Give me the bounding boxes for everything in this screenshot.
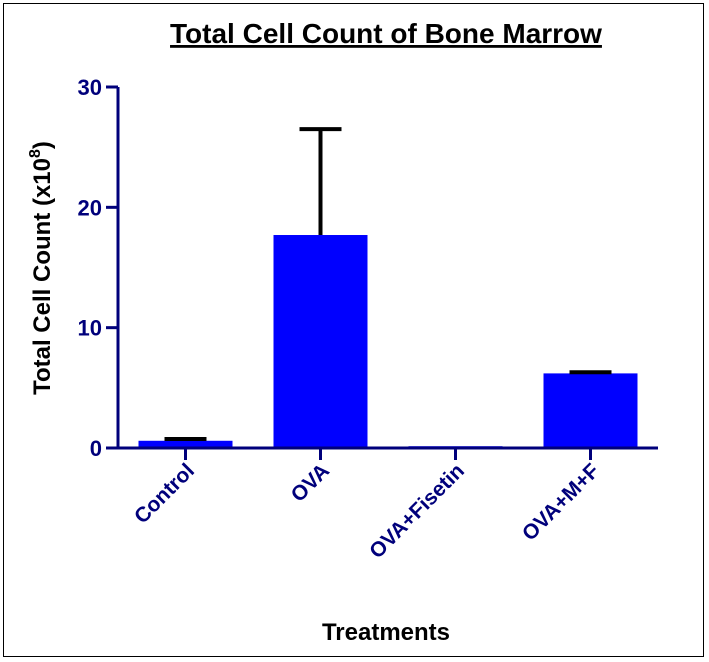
x-tick-label: Control — [130, 459, 199, 528]
x-tick-label: OVA — [287, 459, 334, 506]
y-axis-label: Total Cell Count (x108) — [27, 141, 56, 395]
y-tick-label: 10 — [78, 316, 102, 341]
y-tick-label: 0 — [90, 436, 102, 461]
chart-frame — [3, 3, 704, 657]
y-tick-label: 20 — [78, 195, 102, 220]
bar — [273, 235, 368, 448]
svg-text:Total Cell Count (x108): Total Cell Count (x108) — [27, 141, 56, 395]
chart-title: Total Cell Count of Bone Marrow — [170, 18, 602, 49]
bar — [138, 440, 233, 448]
x-tick-label: OVA+M+F — [518, 459, 604, 545]
bar — [543, 373, 638, 448]
y-axis-label-superscript: 8 — [27, 149, 44, 158]
y-axis-label-suffix: ) — [29, 141, 56, 149]
plot-area: 0 10 20 30 Control OVA OVA+Fisetin OVA+M+F — [78, 75, 658, 563]
y-axis-label-text: Total Cell Count (x10 — [29, 158, 56, 395]
x-tick-label: OVA+Fisetin — [365, 459, 469, 563]
y-tick-label: 30 — [78, 75, 102, 100]
x-axis-label: Treatments — [322, 619, 450, 646]
